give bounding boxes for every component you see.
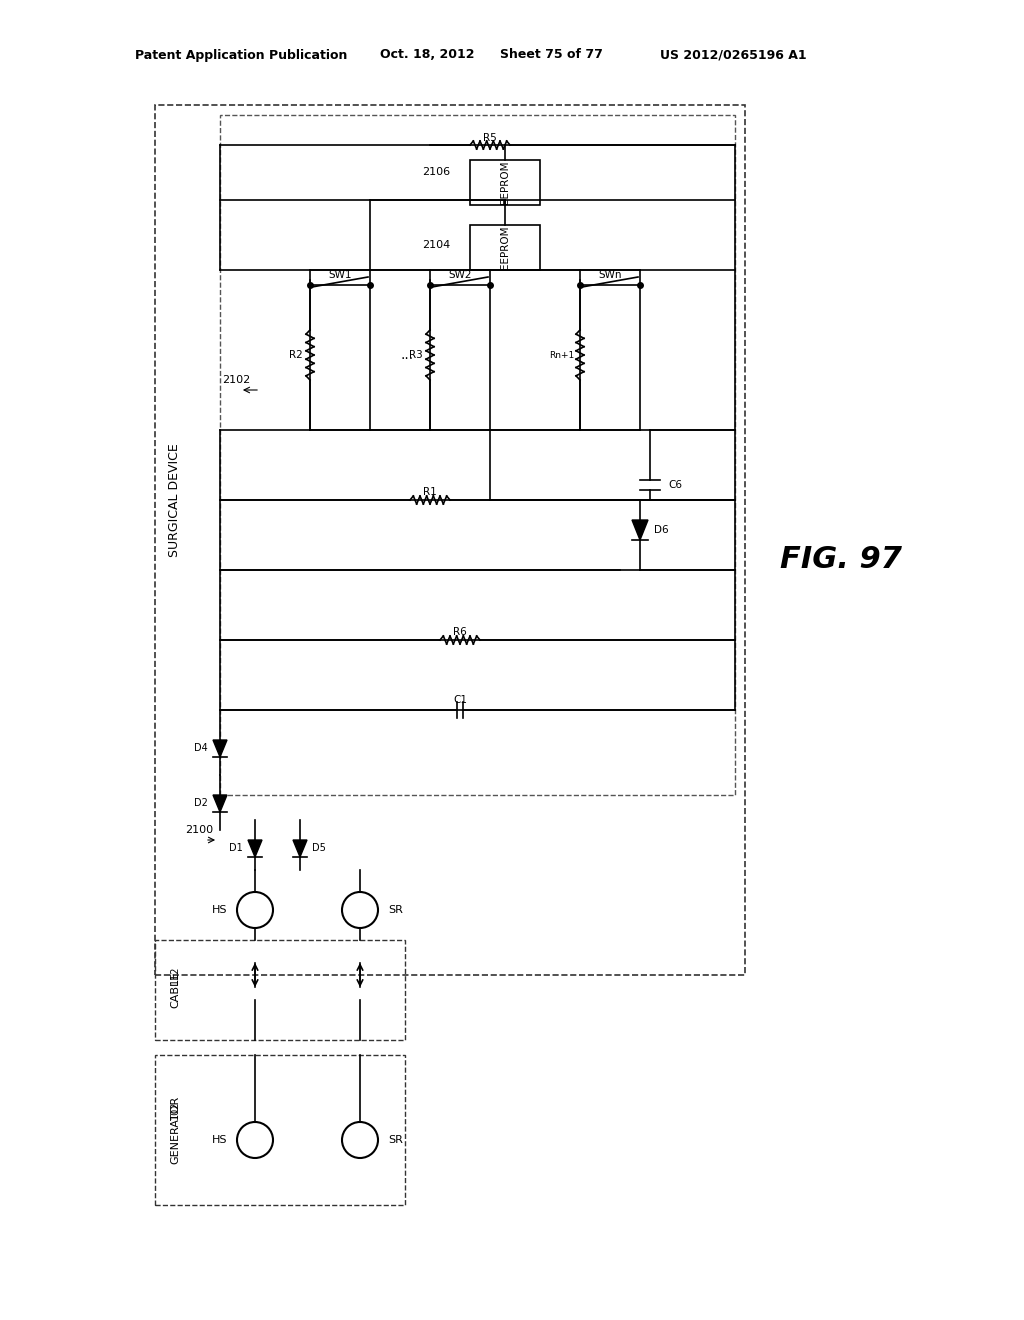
Text: D2: D2 xyxy=(195,799,208,808)
Bar xyxy=(470,224,540,271)
Polygon shape xyxy=(213,795,227,812)
Text: R3: R3 xyxy=(410,350,423,360)
Text: EEPROM: EEPROM xyxy=(500,161,510,205)
Text: EEPROM: EEPROM xyxy=(500,226,510,269)
Text: SWn: SWn xyxy=(598,271,622,280)
Text: D4: D4 xyxy=(195,743,208,752)
Text: Rn+1: Rn+1 xyxy=(549,351,574,359)
Bar xyxy=(470,160,540,205)
Text: US 2012/0265196 A1: US 2012/0265196 A1 xyxy=(660,49,807,62)
Polygon shape xyxy=(248,840,262,857)
Bar xyxy=(155,1055,406,1205)
Text: 2106: 2106 xyxy=(422,168,450,177)
Text: C6: C6 xyxy=(668,480,682,490)
Text: 112: 112 xyxy=(170,966,180,985)
Text: D1: D1 xyxy=(229,843,243,853)
Polygon shape xyxy=(213,741,227,756)
Bar xyxy=(155,940,406,1040)
Text: SW2: SW2 xyxy=(449,271,472,280)
Text: Oct. 18, 2012: Oct. 18, 2012 xyxy=(380,49,474,62)
Text: HS: HS xyxy=(212,1135,227,1144)
Text: R5: R5 xyxy=(483,133,497,143)
Text: SW1: SW1 xyxy=(329,271,352,280)
Text: R6: R6 xyxy=(454,627,467,638)
Text: C1: C1 xyxy=(453,696,467,705)
Text: 2102: 2102 xyxy=(222,375,250,385)
Text: R1: R1 xyxy=(423,487,437,498)
Text: 2100: 2100 xyxy=(185,825,213,836)
Text: GENERATOR: GENERATOR xyxy=(170,1096,180,1164)
Text: D5: D5 xyxy=(312,843,326,853)
Polygon shape xyxy=(632,520,648,540)
Text: SURGICAL DEVICE: SURGICAL DEVICE xyxy=(169,444,181,557)
Polygon shape xyxy=(293,840,307,857)
Text: CABLE: CABLE xyxy=(170,972,180,1008)
Text: SR: SR xyxy=(388,1135,402,1144)
Text: HS: HS xyxy=(212,906,227,915)
Bar xyxy=(220,115,735,795)
Text: ...: ... xyxy=(400,348,414,362)
Text: R2: R2 xyxy=(289,350,303,360)
Bar xyxy=(155,106,745,975)
Text: 102: 102 xyxy=(170,1101,180,1119)
Text: SR: SR xyxy=(388,906,402,915)
Text: FIG. 97: FIG. 97 xyxy=(780,545,902,574)
Text: 2104: 2104 xyxy=(422,240,450,249)
Text: Sheet 75 of 77: Sheet 75 of 77 xyxy=(500,49,603,62)
Text: D6: D6 xyxy=(654,525,669,535)
Text: Patent Application Publication: Patent Application Publication xyxy=(135,49,347,62)
